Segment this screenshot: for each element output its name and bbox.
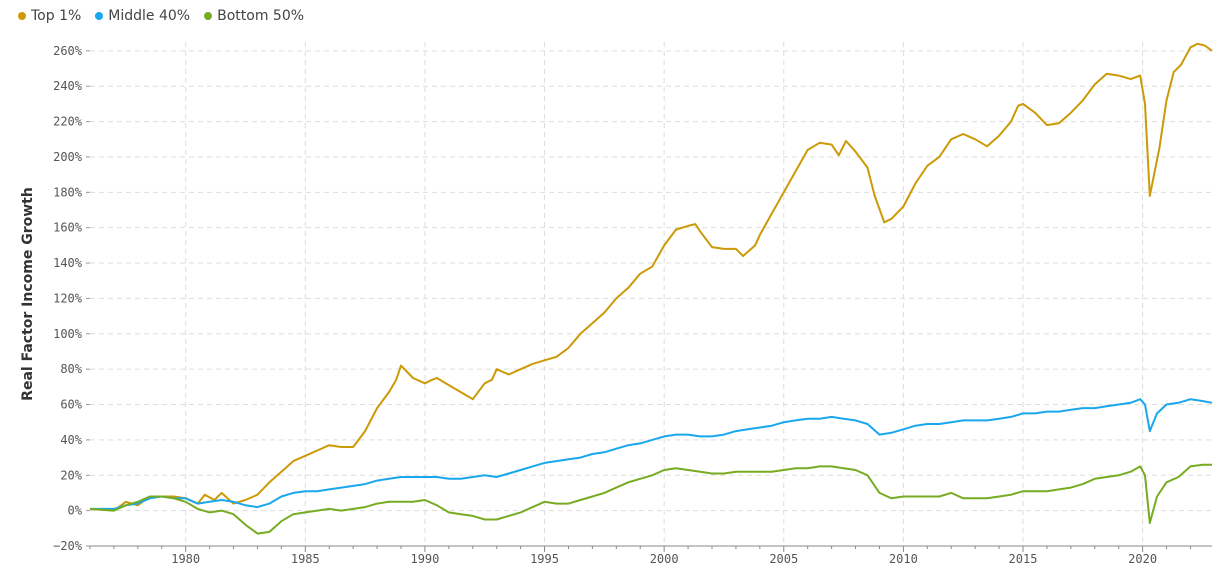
x-tick-label: 1990 <box>410 552 439 566</box>
series-line-top-1 <box>89 42 1213 512</box>
legend-dot-icon <box>95 12 104 20</box>
legend-label: Middle 40% <box>108 8 191 24</box>
y-tick-label: 260% <box>53 44 83 58</box>
legend-dot-icon <box>18 12 26 20</box>
y-tick-label: 240% <box>53 79 83 93</box>
y-tick-label: 180% <box>53 185 83 199</box>
y-tick-label: 200% <box>53 150 83 164</box>
x-tick-label: 2010 <box>889 552 918 566</box>
grid <box>90 42 1212 547</box>
legend-item-middle-40[interactable]: Middle 40% <box>95 8 190 24</box>
y-tick-label: 160% <box>53 221 83 235</box>
legend-label: Bottom 50% <box>217 8 305 24</box>
x-tick-label: 2000 <box>650 552 679 566</box>
x-tick-label: 2005 <box>769 552 798 566</box>
y-tick-label: −20% <box>53 539 83 553</box>
y-tick-label: 220% <box>53 115 83 129</box>
legend-dot-icon <box>204 12 213 20</box>
x-tick-label: 1985 <box>291 552 320 566</box>
x-tick-label: 2015 <box>1009 552 1038 566</box>
series-line-middle-40 <box>90 398 1213 510</box>
legend-item-bottom-50[interactable]: Bottom 50% <box>204 8 304 24</box>
y-tick-label: 20% <box>60 468 82 482</box>
legend-item-top-1[interactable]: Top 1% <box>18 8 81 24</box>
y-tick-label: 100% <box>53 327 83 341</box>
y-tick-label: 0% <box>68 504 83 518</box>
legend: Top 1% Middle 40% Bottom 50% <box>18 6 304 26</box>
series-line-bottom-50 <box>89 463 1212 535</box>
y-tick-label: 140% <box>53 256 83 270</box>
y-tick-label: 120% <box>53 291 83 305</box>
series-lines <box>89 42 1213 535</box>
x-tick-label: 1995 <box>530 552 559 566</box>
x-tick-label: 1980 <box>171 552 200 566</box>
y-tick-label: 60% <box>60 398 82 412</box>
y-tick-label: 40% <box>60 433 82 447</box>
axes: −20% 0% 20% 40% 60% 80% 100% 120% 140% 160% 180% 20… <box>53 44 1212 566</box>
y-axis-label: Real Factor Income Growth <box>20 187 36 401</box>
x-tick-label: 2020 <box>1128 552 1157 566</box>
y-tick-label: 80% <box>60 362 82 376</box>
legend-label: Top 1% <box>31 8 82 24</box>
